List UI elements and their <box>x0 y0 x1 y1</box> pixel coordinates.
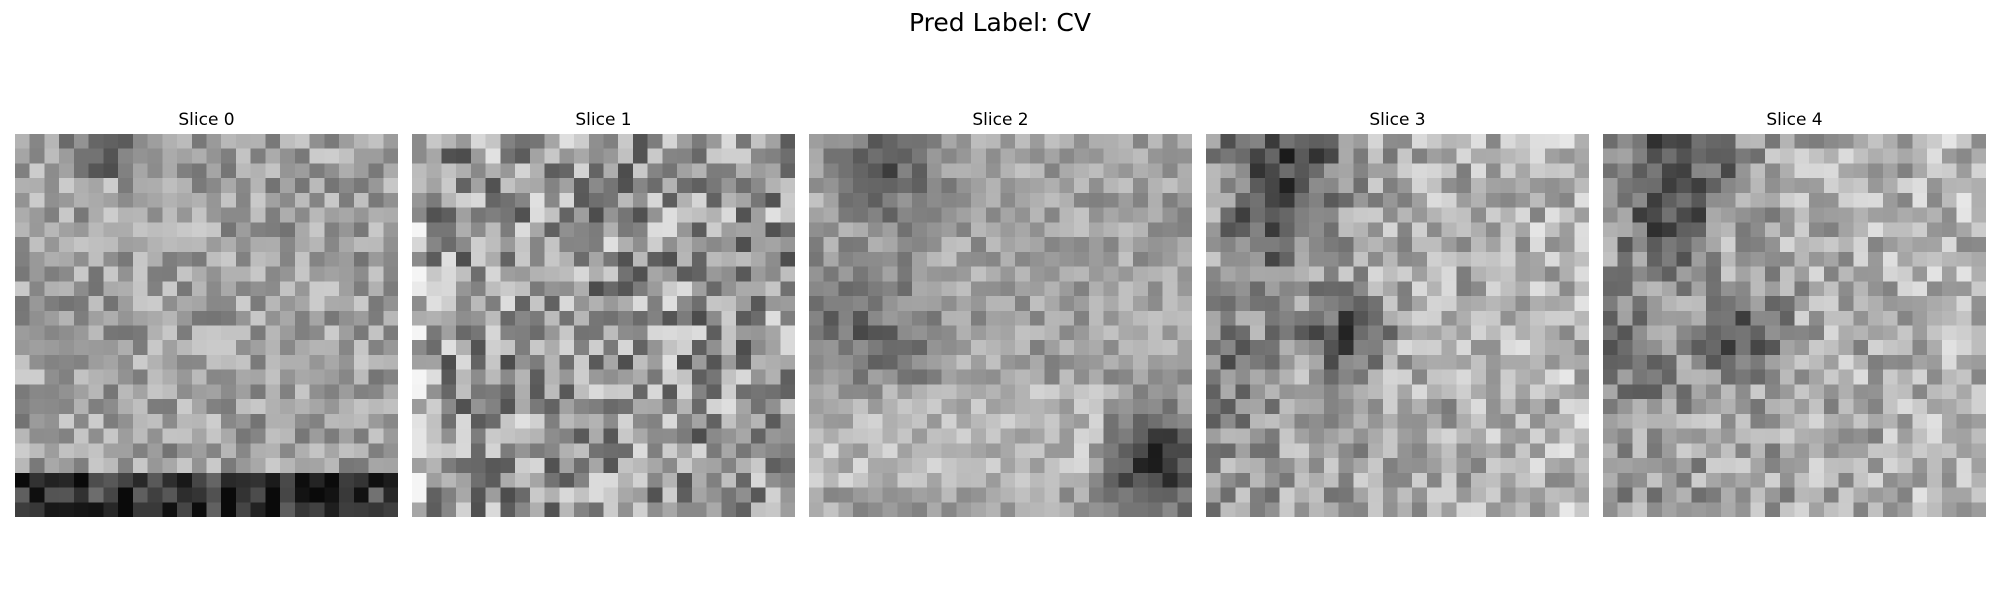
figure-title: Pred Label: CV <box>909 8 1091 37</box>
slice-title: Slice 0 <box>178 110 235 130</box>
slice-title: Slice 1 <box>575 110 632 130</box>
slice-image <box>1603 134 1986 517</box>
slice-title: Slice 2 <box>972 110 1029 130</box>
slice-panel-1: Slice 1 <box>412 108 795 517</box>
slice-title: Slice 3 <box>1369 110 1426 130</box>
slice-image <box>15 134 398 517</box>
slice-image <box>809 134 1192 517</box>
slice-panel-4: Slice 4 <box>1603 108 1986 517</box>
slice-panel-3: Slice 3 <box>1206 108 1589 517</box>
slice-title: Slice 4 <box>1766 110 1823 130</box>
slice-image <box>1206 134 1589 517</box>
slice-panel-2: Slice 2 <box>809 108 1192 517</box>
slice-panel-0: Slice 0 <box>15 108 398 517</box>
slice-image <box>412 134 795 517</box>
